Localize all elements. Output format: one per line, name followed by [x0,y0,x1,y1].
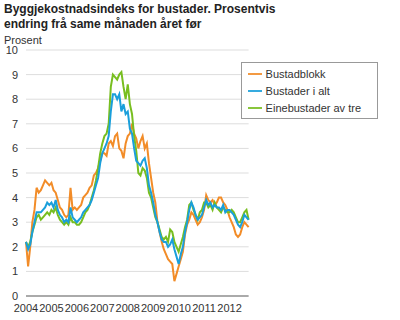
svg-text:2009: 2009 [141,302,165,314]
svg-text:9: 9 [12,69,18,81]
svg-text:3: 3 [12,216,18,228]
html-text:Byggjekostnadsindeks for busta: Byggjekostnadsindeks for bustader. Prose… [4,2,276,31]
svg-text:2005: 2005 [39,302,63,314]
svg-text:8: 8 [12,93,18,105]
svg-text:7: 7 [12,118,18,130]
svg-text:2006: 2006 [65,302,89,314]
svg-text:2008: 2008 [116,302,140,314]
svg-text:5: 5 [12,167,18,179]
svg-text:2: 2 [12,241,18,253]
svg-text:2010: 2010 [166,302,190,314]
html-text:Einebustader av tre: Einebustader av tre [265,102,361,114]
svg-text:0: 0 [12,290,18,302]
svg-text:10: 10 [8,44,18,56]
svg-text:6: 6 [12,142,18,154]
html-text:Bustader i alt: Bustader i alt [265,85,330,97]
html-text:Prosent: Prosent [4,34,42,46]
svg-text:2007: 2007 [90,302,114,314]
svg-text:2011: 2011 [192,302,216,314]
svg-text:4: 4 [12,192,18,204]
svg-text:2012: 2012 [217,302,241,314]
svg-text:1: 1 [12,265,18,277]
svg-text:2004: 2004 [14,302,38,314]
html-text:Bustadblokk: Bustadblokk [265,68,326,80]
